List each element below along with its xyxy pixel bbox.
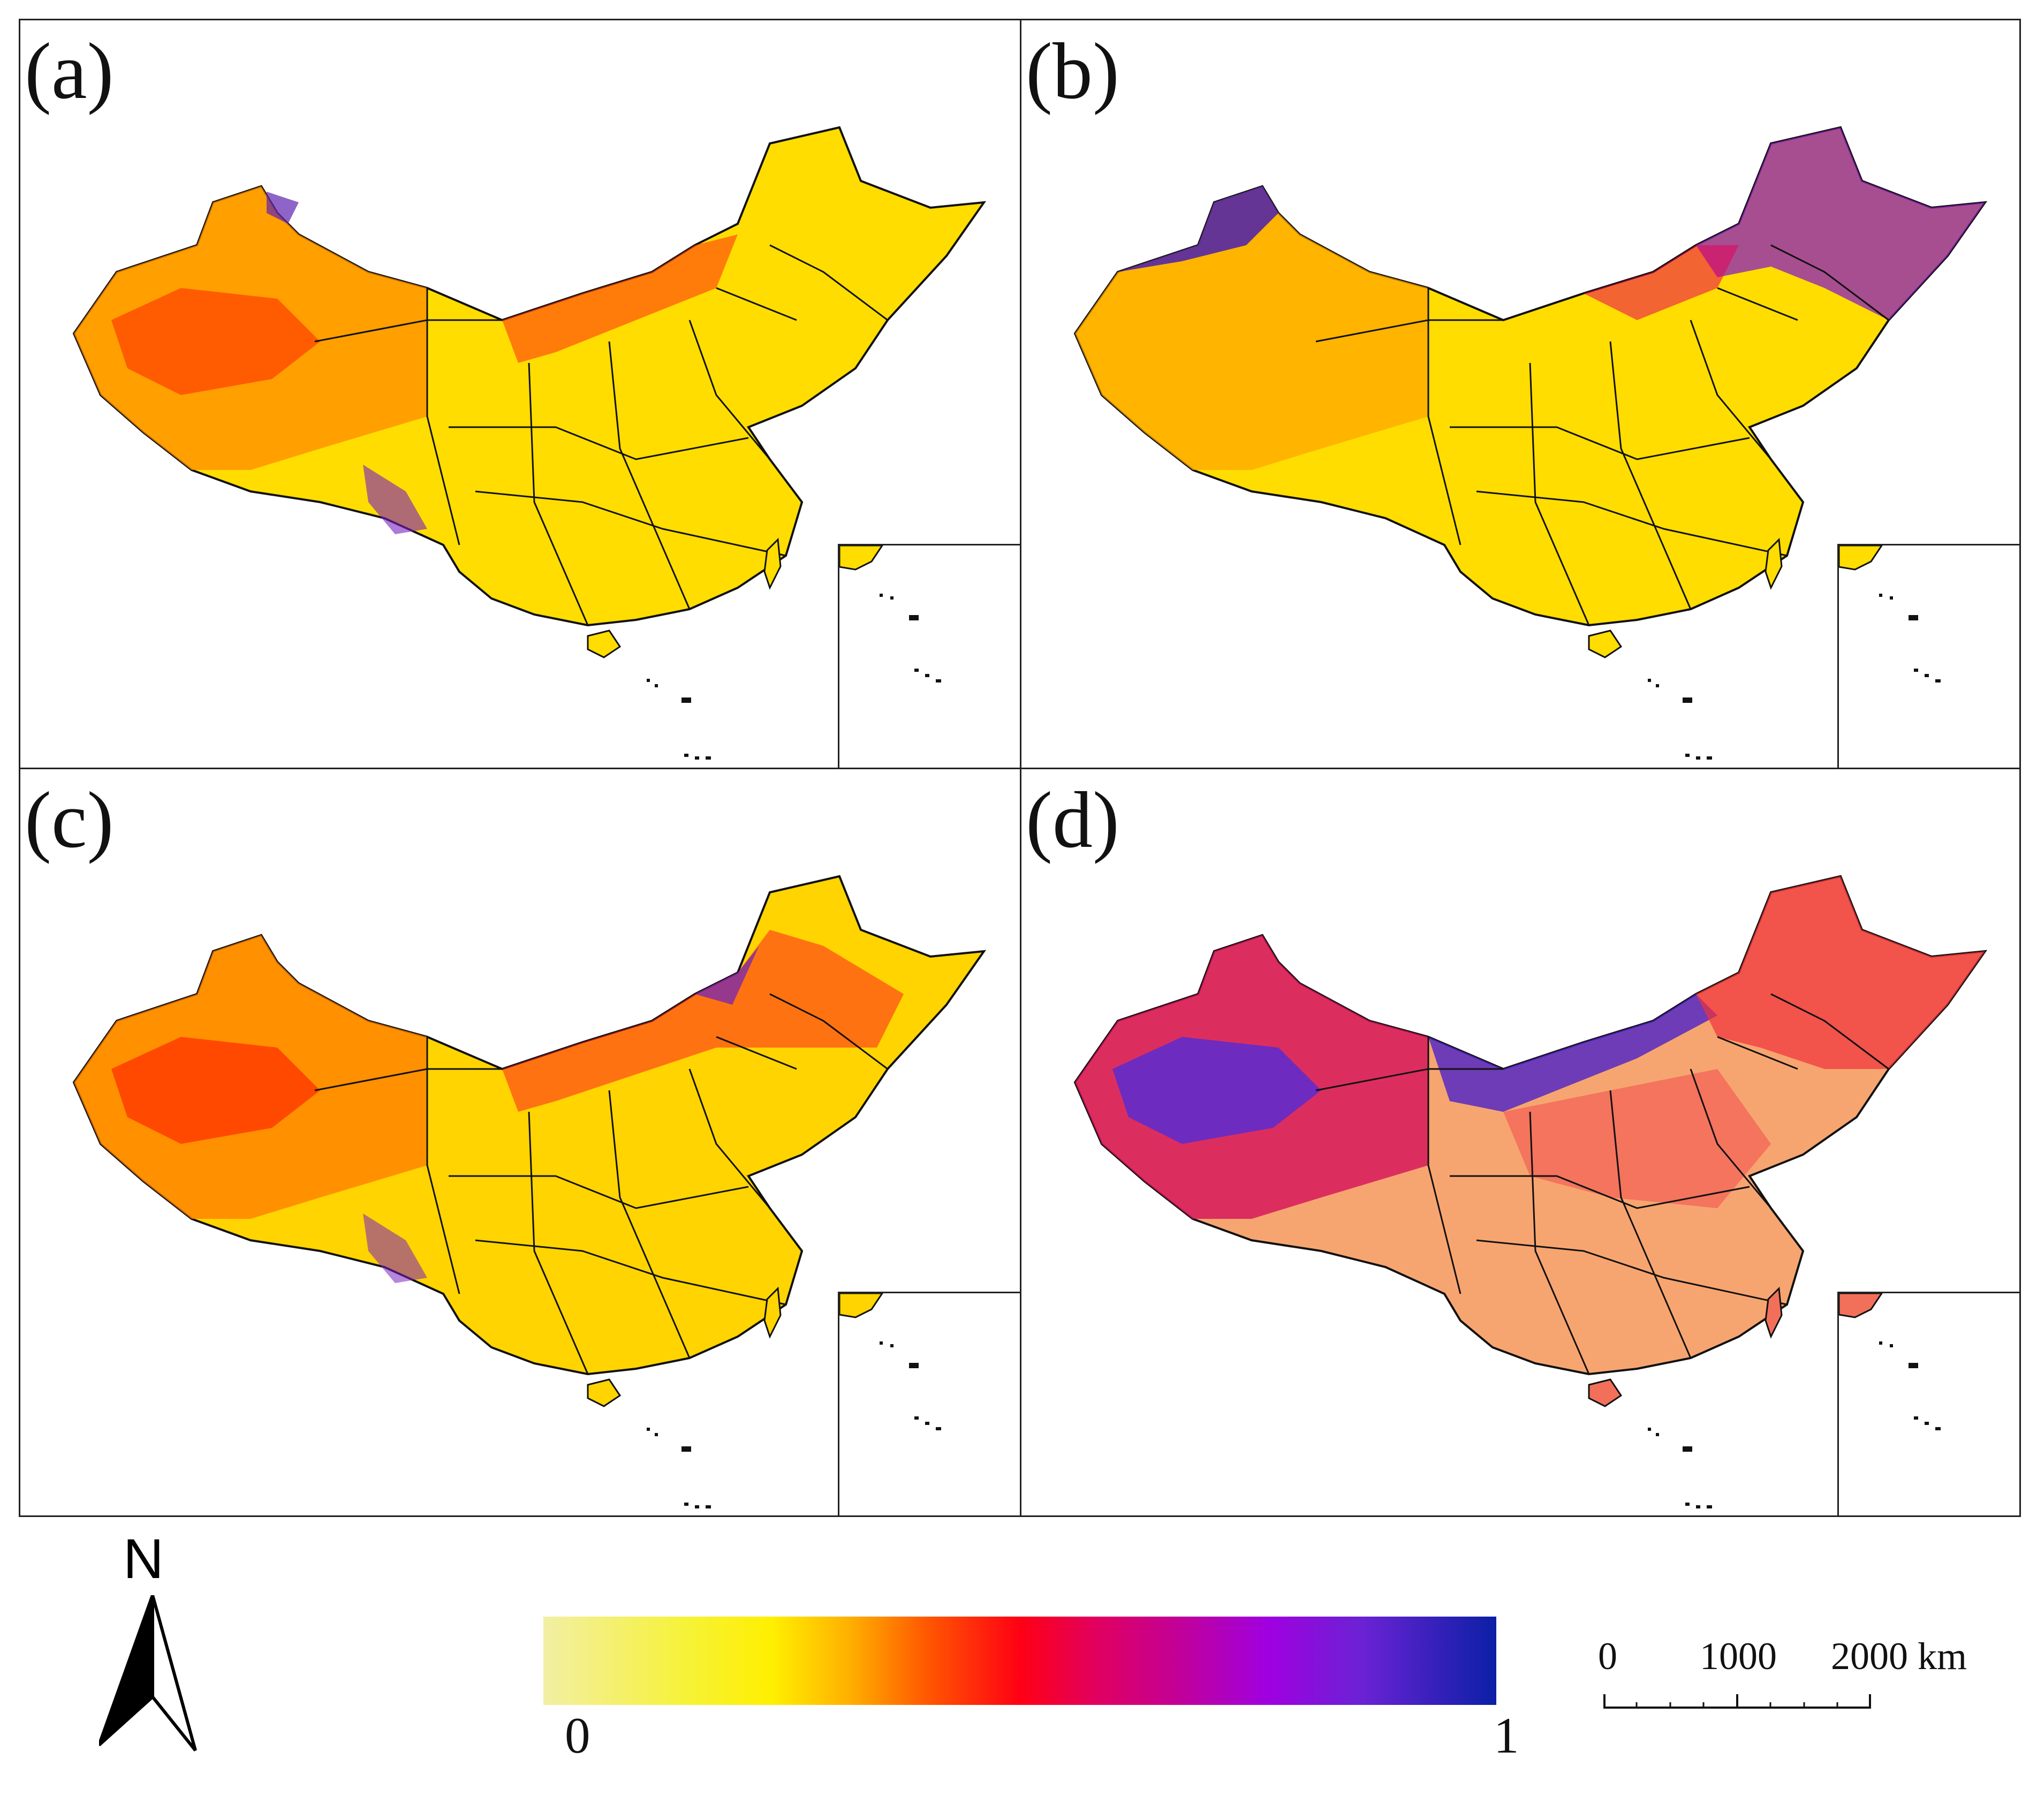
china-map-d [1073,875,1988,1508]
region-basin-purple [1112,1037,1321,1144]
region-central-red [1503,1069,1771,1208]
inset-coast [838,544,884,571]
taiwan-island [763,1286,782,1339]
region-north-red [1584,245,1739,320]
hainan-island [587,1378,622,1407]
panel-label: (a) [25,27,114,116]
province-borders [314,993,888,1375]
inset-coast [1838,544,1883,571]
china-map-b [1073,126,1988,760]
region-north [502,234,738,363]
province-borders [1315,244,1889,626]
region-north-purple [1428,994,1717,1112]
province-borders [314,244,888,626]
south-china-sea-islands [1648,679,1712,760]
map-panel-a: (a) [19,19,1021,769]
taiwan-island [763,537,782,590]
inset-islands [1879,1341,1941,1430]
scale-label-2000: 2000 km [1831,1635,1967,1678]
panel-label: (d) [1026,776,1119,864]
south-china-sea-inset [838,544,1020,768]
region-northeast-red [1696,876,1985,1069]
region-northeast-purple [695,946,759,1005]
china-map-a [72,126,987,760]
color-legend-bar [543,1617,1496,1705]
inset-islands [880,594,941,682]
south-china-sea-islands [647,1428,711,1508]
province-borders [1315,993,1889,1375]
hainan-island [1588,630,1623,658]
legend-max-label: 1 [1494,1707,1519,1764]
north-arrow-label: N [123,1528,164,1590]
region-northwest-purple [1118,186,1278,272]
region-northeast-purple [1696,127,1985,320]
taiwan-island [1765,1286,1783,1339]
map-panel-c: (c) [19,768,1021,1517]
inset-coast [1838,1292,1883,1318]
china-map-c [72,875,987,1508]
taiwan-island [1765,537,1783,590]
south-china-sea-islands [1648,1428,1712,1508]
region-northwest [267,192,299,224]
south-china-sea-islands [647,679,711,760]
north-arrow-icon [99,1595,197,1751]
panel-label: (c) [25,776,114,864]
inset-coast [838,1292,884,1318]
legend-min-label: 0 [565,1707,590,1764]
region-southwest [363,1214,427,1283]
panel-label: (b) [1026,27,1119,116]
inset-islands [1879,594,1941,682]
map-panel-b: (b) [1020,19,2021,769]
south-china-sea-inset [838,1292,1020,1515]
scale-label-0: 0 [1598,1635,1617,1678]
region-basin [111,288,320,395]
map-panel-d: (d) [1020,768,2021,1517]
scale-bar [1603,1694,1871,1709]
region-basin [111,1037,320,1144]
inset-islands [880,1341,941,1430]
hainan-island [587,630,622,658]
hainan-island [1588,1378,1623,1407]
region-southwest [363,465,427,534]
south-china-sea-inset [1837,1292,2019,1515]
south-china-sea-inset [1837,544,2019,768]
scale-label-1000: 1000 [1700,1635,1777,1678]
region-north [502,930,904,1112]
